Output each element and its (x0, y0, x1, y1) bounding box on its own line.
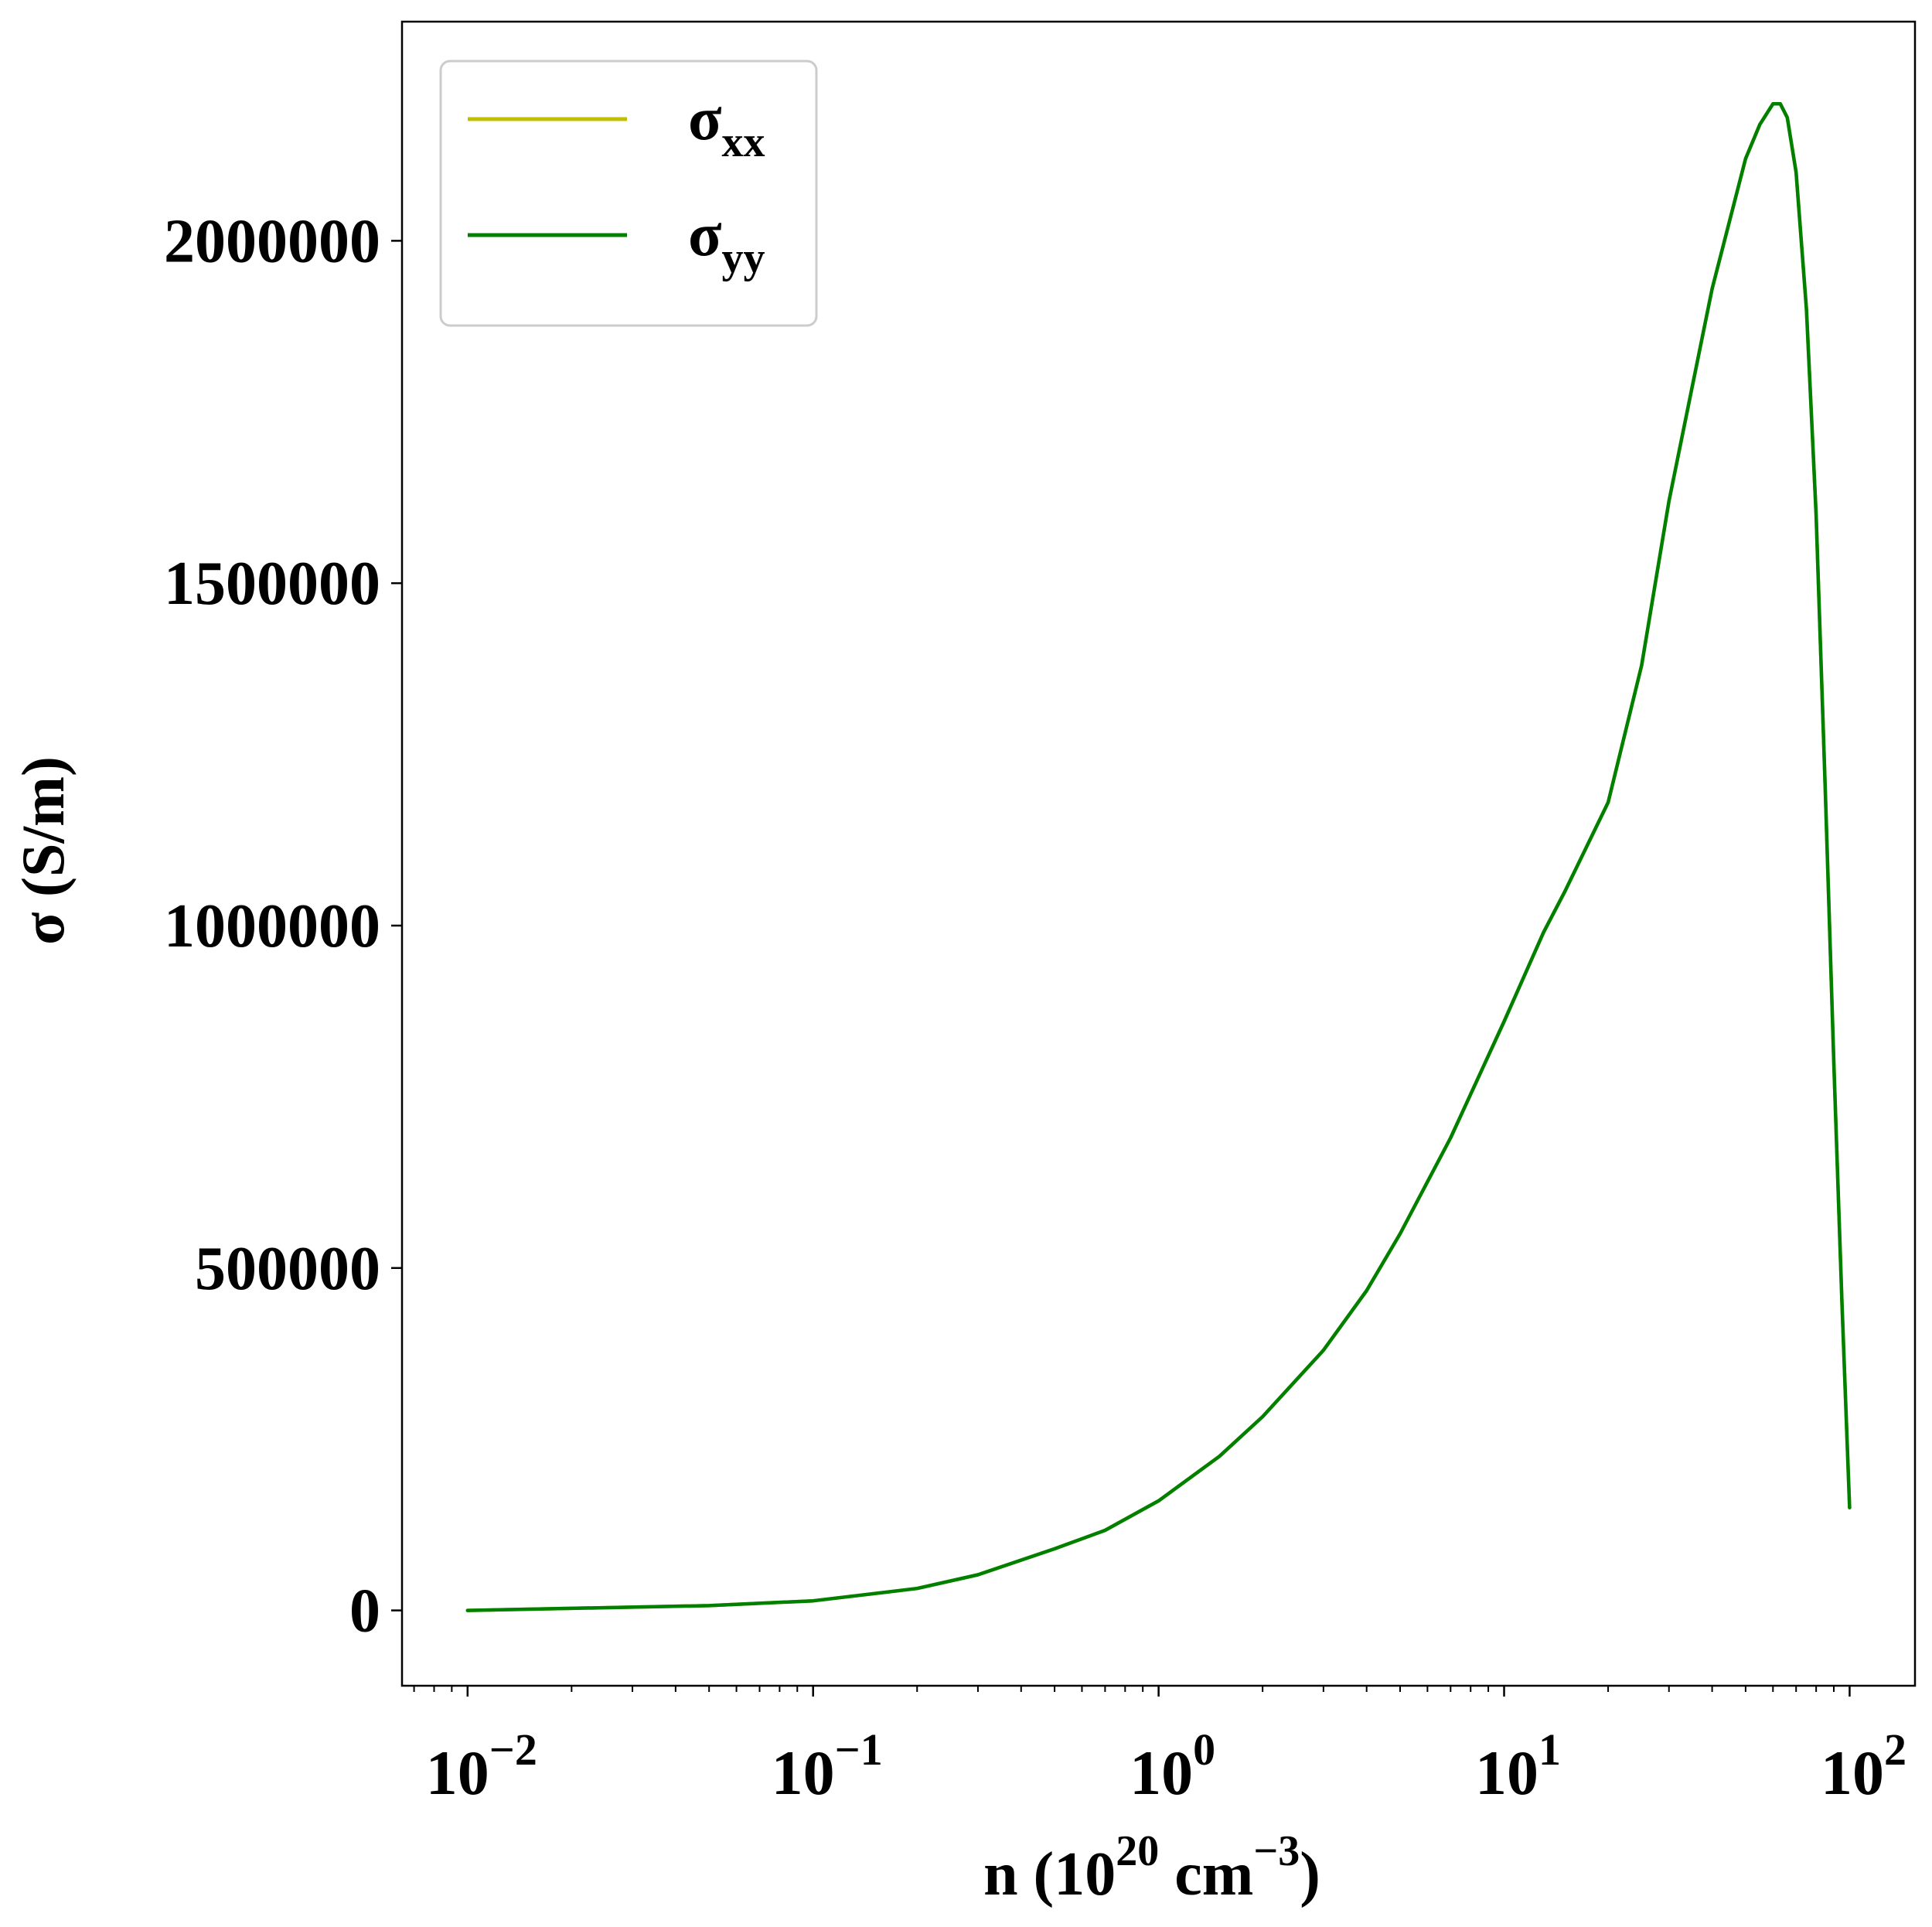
x-tick-label-exponent: 1 (1538, 1724, 1561, 1775)
legend: σxx σyy (439, 60, 818, 327)
x-tick-label-base: 10 (1130, 1738, 1193, 1808)
y-tick-label: 500000 (195, 1235, 380, 1303)
x-tick-label-base: 10 (426, 1738, 489, 1808)
x-axis-label-end: ) (1300, 1840, 1320, 1908)
series-line-yy (465, 102, 1852, 1612)
y-tick-label: 1000000 (164, 892, 380, 960)
legend-label-sigma-yy-sub: yy (722, 234, 765, 282)
x-tick-label: 100 (1130, 1724, 1215, 1808)
y-tick-label: 2000000 (164, 207, 380, 275)
x-tick-label: 101 (1475, 1724, 1561, 1808)
x-tick-label-exponent: 2 (1884, 1724, 1906, 1775)
x-axis-label-base: n (10 (983, 1840, 1116, 1908)
legend-label-sigma-xx: σxx (688, 85, 765, 166)
y-tick-label: 1500000 (164, 550, 380, 618)
x-tick-label-base: 10 (1821, 1738, 1884, 1808)
y-axis-label: σ (S/m) (9, 756, 77, 945)
x-tick-label-exponent: −1 (835, 1724, 883, 1775)
x-axis-label-exponent-1: 20 (1116, 1827, 1159, 1875)
legend-label-sigma-xx-base: σ (688, 85, 722, 153)
y-tick-label: 0 (349, 1577, 380, 1646)
legend-box (439, 60, 818, 327)
legend-label-sigma-yy: σyy (688, 201, 765, 282)
x-tick-label: 10−1 (772, 1724, 883, 1808)
x-tick-label-base: 10 (1475, 1738, 1538, 1808)
x-axis-label: n (1020 cm−3) (983, 1827, 1320, 1908)
x-tick-label-exponent: −2 (489, 1724, 537, 1775)
series-group (465, 102, 1852, 1612)
x-tick-label-base: 10 (772, 1738, 835, 1808)
x-axis-label-exponent-2: −3 (1253, 1827, 1300, 1875)
x-axis-label-middle: cm (1159, 1840, 1253, 1908)
x-tick-label: 102 (1821, 1724, 1906, 1808)
x-tick-label: 10−2 (426, 1724, 537, 1808)
x-tick-label-exponent: 0 (1193, 1724, 1215, 1775)
legend-label-sigma-yy-base: σ (688, 201, 722, 269)
legend-label-sigma-xx-sub: xx (722, 118, 765, 166)
